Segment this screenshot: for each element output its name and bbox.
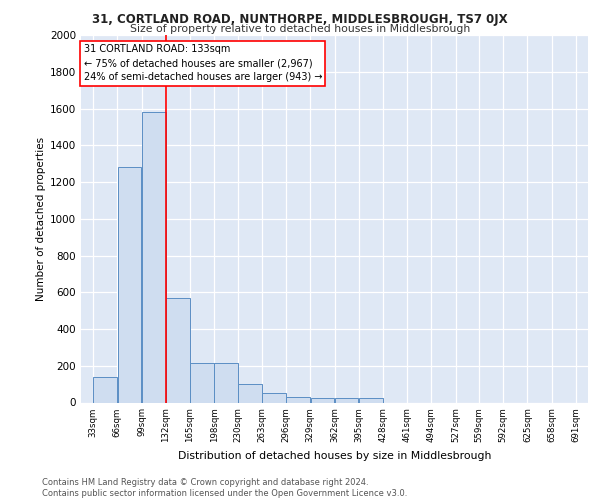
Y-axis label: Number of detached properties: Number of detached properties <box>36 136 46 301</box>
Bar <box>238 384 262 402</box>
Bar <box>359 398 383 402</box>
X-axis label: Distribution of detached houses by size in Middlesbrough: Distribution of detached houses by size … <box>178 450 491 460</box>
Bar <box>311 398 334 402</box>
Bar <box>262 394 286 402</box>
Bar <box>214 363 238 403</box>
Text: 31, CORTLAND ROAD, NUNTHORPE, MIDDLESBROUGH, TS7 0JX: 31, CORTLAND ROAD, NUNTHORPE, MIDDLESBRO… <box>92 12 508 26</box>
Text: Size of property relative to detached houses in Middlesbrough: Size of property relative to detached ho… <box>130 24 470 34</box>
Bar <box>118 168 141 402</box>
Bar <box>166 298 190 403</box>
Text: Contains HM Land Registry data © Crown copyright and database right 2024.
Contai: Contains HM Land Registry data © Crown c… <box>42 478 407 498</box>
Bar <box>142 112 166 403</box>
Text: 31 CORTLAND ROAD: 133sqm
← 75% of detached houses are smaller (2,967)
24% of sem: 31 CORTLAND ROAD: 133sqm ← 75% of detach… <box>83 44 322 82</box>
Bar <box>190 363 214 403</box>
Bar <box>335 398 358 402</box>
Bar <box>286 398 310 402</box>
Bar <box>94 377 117 402</box>
